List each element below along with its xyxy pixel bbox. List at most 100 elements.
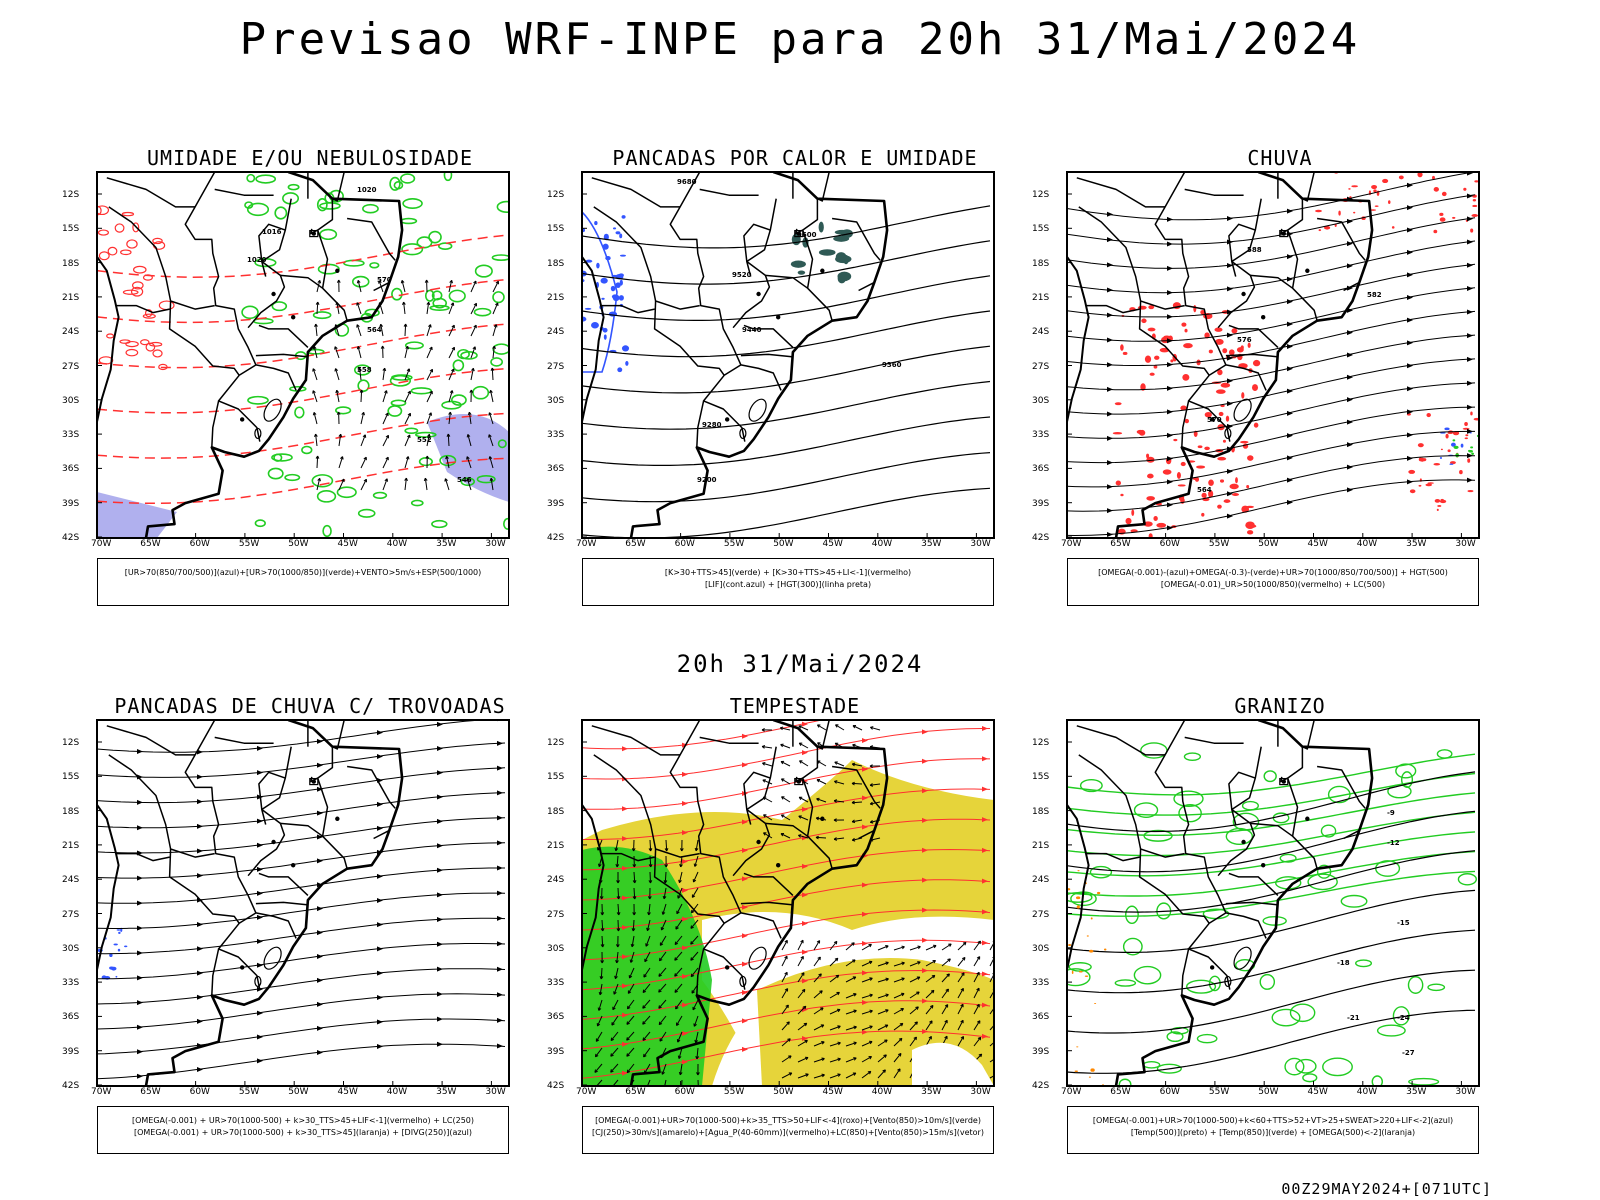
panel-title: CHUVA [1247,146,1313,170]
latitude-tick-label: 39S [547,1046,565,1057]
contour-label: 9600 [797,231,817,239]
longitude-tick-label: 65W [140,1087,161,1097]
panel-title: UMIDADE E/OU NEBULOSIDADE [146,146,474,170]
panel-title: PANCADAS DE CHUVA C/ TROVOADAS [114,694,506,718]
longitude-tick-label: 55W [1208,539,1230,549]
legend-line: [OMEGA(-0.001)-(azul)+OMEGA(-0.3)-(verde… [1098,568,1448,577]
longitude-tick-label: 55W [723,1087,745,1097]
latitude-tick-label: 30S [62,395,80,406]
latitude-tick-label: 18S [62,806,80,817]
latitude-tick-label: 39S [62,498,80,509]
longitude-tick-label: 35W [436,1087,457,1097]
latitude-tick-label: 27S [1032,361,1050,372]
latitude-tick-label: 21S [1032,840,1050,851]
latitude-tick-label: 18S [547,806,565,817]
panel-legend: [UR>70(850/700/500)](azul)+[UR>70(1000/8… [97,558,509,606]
longitude-tick-label: 55W [1208,1087,1230,1097]
latitude-tick-label: 24S [1032,327,1050,338]
latitude-tick-label: 18S [62,258,80,269]
longitude-tick-label: 60W [674,539,695,549]
legend-line: [OMEGA(-0.001) + UR>70(1000-500) + k>30_… [131,1116,475,1125]
longitude-tick-label: 35W [1406,539,1427,549]
longitude-tick-label: 60W [1159,1087,1180,1097]
contour-label: 588 [1247,246,1262,254]
panel-tempestade: TEMPESTADE 12S 15S 18S 21S 24S 27S 30S 33S 36S 39S… [545,694,1045,1194]
contour-label: 9360 [882,361,902,369]
latitude-tick-label: 24S [547,327,565,338]
panel-title: TEMPESTADE [729,694,861,718]
latitude-tick-label: 33S [1032,978,1050,989]
longitude-tick-label: 50W [1258,539,1279,549]
longitude-tick-label: 70W [1061,1087,1082,1097]
longitude-tick-label: 40W [871,1087,893,1097]
legend-line: [K>30+TTS>45](verde) + [K>30+TTS>45+LI<-… [664,568,912,577]
contour-label: -24 [1397,1014,1410,1022]
latitude-tick-label: 15S [1032,772,1050,783]
latitude-tick-label: 36S [62,464,80,475]
latitude-tick-label: 36S [62,1012,80,1023]
longitude-tick-label: 60W [674,1087,695,1097]
latitude-tick-label: 21S [1032,292,1050,303]
panel-legend: [OMEGA(-0.001)+UR>70(1000-500)+k<60+TTS>… [1067,1106,1479,1154]
latitude-tick-label: 15S [62,224,80,235]
longitude-tick-label: 65W [625,1087,646,1097]
legend-line: [OMEGA(-0.001) + UR>70(1000-500) + k>30_… [133,1128,473,1137]
latitude-tick-label: 21S [547,840,565,851]
longitude-tick-label: 30W [1455,539,1476,549]
latitude-tick-label: 12S [547,738,565,748]
longitude-tick-label: 70W [91,539,112,549]
panel-pancadas-calor: PANCADAS POR CALOR E UMIDADE 9680 9600 9520… [545,146,1045,646]
contour-label: 558 [357,366,372,374]
longitude-tick-label: 70W [91,1087,112,1097]
longitude-tick-label: 70W [576,539,597,549]
longitude-tick-label: 40W [1356,539,1378,549]
contour-label: 9440 [742,326,762,334]
contour-label: 1020 [357,186,377,194]
latitude-tick-label: 30S [1032,943,1050,954]
latitude-tick-label: 42S [1032,533,1050,543]
longitude-tick-label: 45W [337,539,358,549]
latitude-tick-label: 24S [62,327,80,338]
longitude-tick-label: 65W [140,539,161,549]
latitude-tick-label: 42S [1032,1081,1050,1091]
contour-label: 9680 [677,178,697,186]
legend-line: [OMEGA(-0.001)+UR>70(1000-500)+k>35_TTS>… [595,1116,981,1125]
longitude-tick-label: 35W [921,539,942,549]
contour-label: 564 [367,326,382,334]
latitude-tick-label: 27S [1032,909,1050,920]
latitude-tick-label: 33S [62,430,80,441]
contour-label: -27 [1402,1049,1415,1057]
latitude-tick-label: 30S [547,395,565,406]
longitude-tick-label: 55W [723,539,745,549]
latitude-tick-label: 33S [547,978,565,989]
forecast-time-subtitle: 20h 31/Mai/2024 [676,650,924,678]
latitude-tick-label: 27S [547,909,565,920]
longitude-tick-label: 35W [921,1087,942,1097]
legend-line: [LIF](cont.azul) + [HGT(300)](linha pret… [704,580,872,589]
latitude-tick-label: 18S [547,258,565,269]
latitude-tick-label: 30S [62,943,80,954]
latitude-tick-label: 18S [1032,258,1050,269]
longitude-tick-label: 60W [189,1087,210,1097]
forecast-map [581,719,995,1087]
panel-granizo: GRANIZO -9 -12 -15 -18 -21 -24 -27 12S 15S 18S 21S 2… [1030,694,1530,1194]
contour-label: 564 [1197,486,1212,494]
forecast-map: 588 582 576 570 564 [1066,171,1480,539]
latitude-tick-label: 36S [1032,464,1050,475]
latitude-tick-label: 27S [547,361,565,372]
main-title: Previsao WRF-INPE para 20h 31/Mai/2024 [239,14,1361,65]
longitude-tick-label: 30W [970,1087,991,1097]
longitude-tick-label: 40W [1356,1087,1378,1097]
longitude-tick-label: 60W [189,539,210,549]
longitude-tick-label: 45W [822,1087,843,1097]
panel-legend: [K>30+TTS>45](verde) + [K>30+TTS>45+LI<-… [582,558,994,606]
latitude-tick-label: 24S [1032,875,1050,886]
legend-line: [UR>70(850/700/500)](azul)+[UR>70(1000/8… [124,568,482,577]
latitude-tick-label: 15S [62,772,80,783]
latitude-tick-label: 33S [547,430,565,441]
longitude-tick-label: 30W [485,539,506,549]
latitude-tick-label: 15S [547,772,565,783]
contour-label: 570 [1207,416,1222,424]
latitude-tick-label: 36S [547,1012,565,1023]
latitude-tick-label: 36S [1032,1012,1050,1023]
